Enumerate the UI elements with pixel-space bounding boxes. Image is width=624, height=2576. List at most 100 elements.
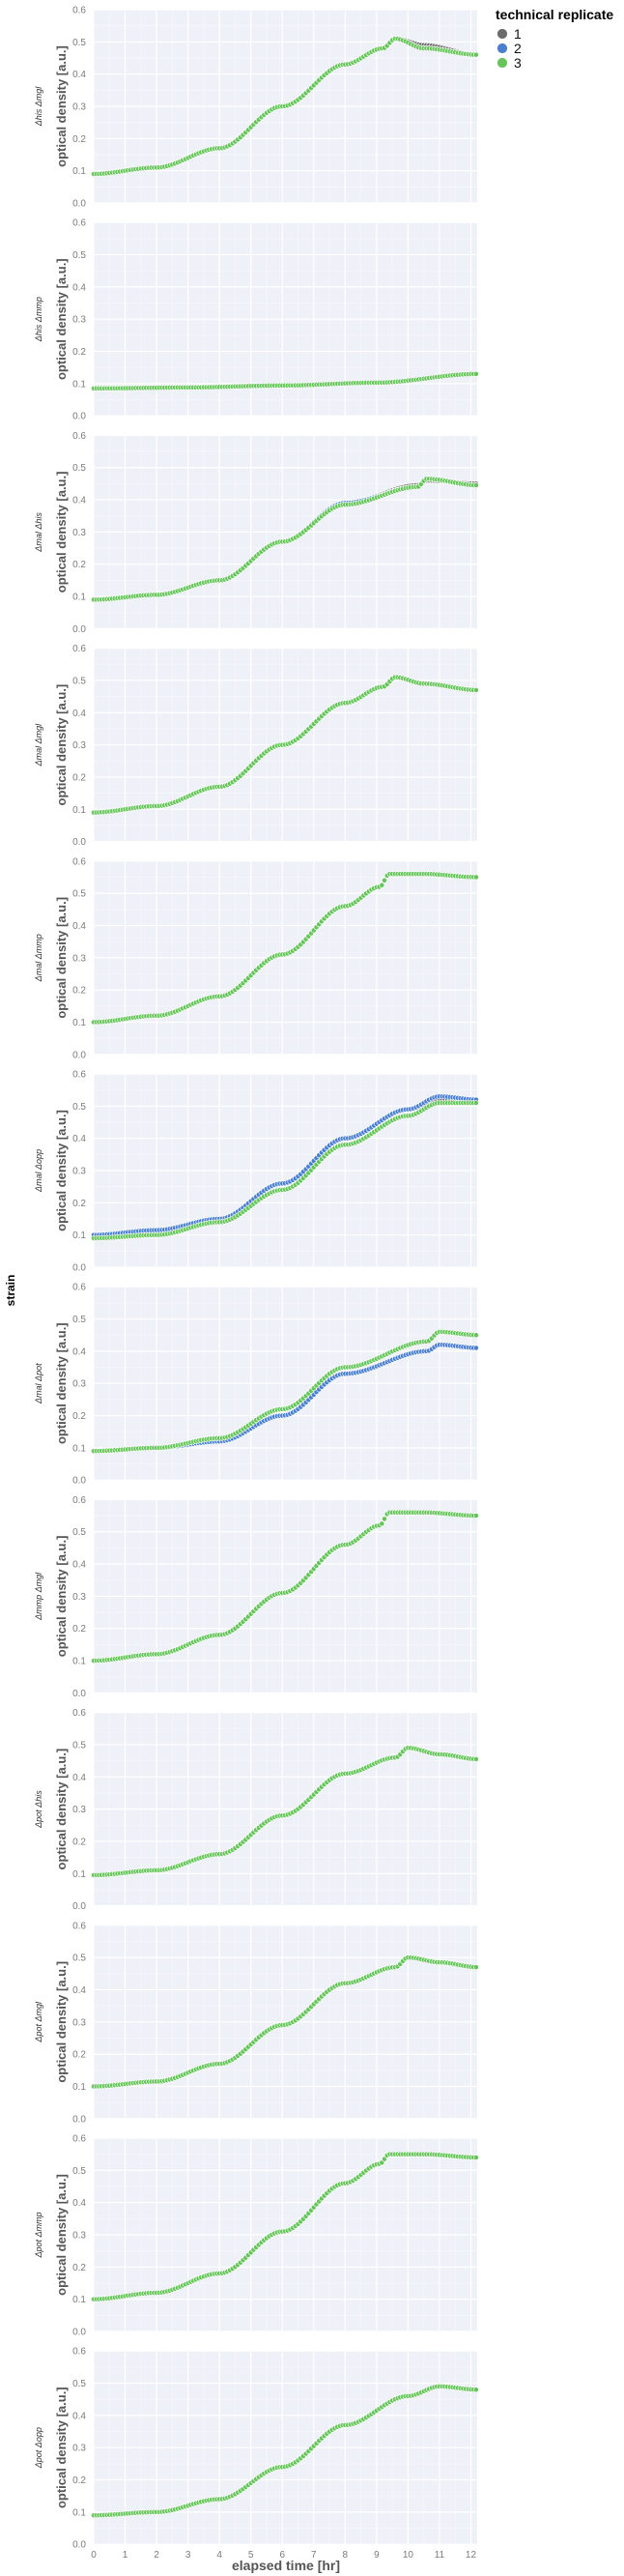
y-tick-label: 0.5 xyxy=(72,2166,86,2177)
y-tick-label: 0.2 xyxy=(72,1624,86,1635)
y-tick-label: 0.5 xyxy=(72,1527,86,1538)
y-tick-label: 0.5 xyxy=(72,250,86,261)
y-tick-label: 0.2 xyxy=(72,986,86,997)
facet-row-label: Δhis Δmmp xyxy=(34,297,43,342)
y-tick-label: 0.6 xyxy=(72,1921,86,1931)
y-tick-label: 0.6 xyxy=(72,1070,86,1081)
facet-row-label: Δpot Δmgl xyxy=(34,2001,43,2043)
y-tick-label: 0.4 xyxy=(72,1985,86,1996)
y-tick-label: 0.6 xyxy=(72,431,86,442)
y-tick-label: 0.2 xyxy=(72,134,86,145)
y-axis-label: optical density [a.u.] xyxy=(54,1749,69,1870)
facet-row-label: Δmal Δopp xyxy=(34,1149,43,1193)
data-point xyxy=(379,1520,385,1527)
y-tick-label: 0.2 xyxy=(72,1411,86,1422)
y-tick-label: 0.1 xyxy=(72,2295,86,2305)
y-tick-label: 0.4 xyxy=(72,496,86,507)
y-axis-label: optical density [a.u.] xyxy=(54,45,69,167)
y-tick-label: 0.0 xyxy=(72,199,86,210)
y-tick-label: 0.4 xyxy=(72,921,86,932)
y-tick-label: 0.3 xyxy=(72,1379,86,1390)
y-tick-label: 0.2 xyxy=(72,1199,86,1209)
y-tick-label: 0.0 xyxy=(72,624,86,635)
data-point xyxy=(473,687,479,693)
y-tick-label: 0.6 xyxy=(72,6,86,16)
y-tick-label: 0.1 xyxy=(72,1018,86,1028)
y-axis-label: optical density [a.u.] xyxy=(54,1322,69,1444)
y-tick-label: 0.5 xyxy=(72,1315,86,1325)
y-tick-label: 0.3 xyxy=(72,2017,86,2028)
y-tick-label: 0.1 xyxy=(72,1443,86,1454)
data-point xyxy=(473,1513,479,1519)
y-tick-label: 0.0 xyxy=(72,1476,86,1487)
y-tick-label: 0.3 xyxy=(72,740,86,751)
facet-row-label: Δpot Δmmp xyxy=(34,2212,43,2258)
y-tick-label: 0.1 xyxy=(72,379,86,390)
y-tick-label: 0.2 xyxy=(72,1837,86,1847)
y-tick-label: 0.6 xyxy=(72,1495,86,1506)
y-tick-label: 0.5 xyxy=(72,463,86,474)
data-point xyxy=(473,1100,479,1106)
y-tick-label: 0.0 xyxy=(72,2114,86,2125)
y-axis-label: optical density [a.u.] xyxy=(54,258,69,380)
y-axis-label: optical density [a.u.] xyxy=(54,1110,69,1231)
y-axis-label: optical density [a.u.] xyxy=(54,1961,69,2083)
y-tick-label: 0.1 xyxy=(72,2082,86,2093)
data-point xyxy=(473,1756,479,1762)
data-point xyxy=(473,482,479,488)
y-tick-label: 0.1 xyxy=(72,1657,86,1667)
y-tick-label: 0.6 xyxy=(72,1283,86,1293)
series-3 xyxy=(91,36,479,177)
y-tick-label: 0.6 xyxy=(72,856,86,867)
facet-row-label: Δmal Δpot xyxy=(34,1363,43,1404)
y-tick-label: 0.6 xyxy=(72,2134,86,2145)
data-point xyxy=(473,874,479,881)
facet-row-label: Δmal Δhis xyxy=(34,512,43,553)
y-tick-label: 0.5 xyxy=(72,889,86,900)
y-tick-label: 0.3 xyxy=(72,953,86,964)
data-point xyxy=(473,1964,479,1971)
y-tick-label: 0.4 xyxy=(72,1560,86,1571)
y-axis-label: optical density [a.u.] xyxy=(54,1536,69,1658)
y-tick-label: 0.6 xyxy=(72,1708,86,1719)
y-tick-label: 0.3 xyxy=(72,102,86,113)
y-tick-label: 0.2 xyxy=(72,772,86,783)
facet-row-label: Δhis Δmgl xyxy=(34,86,43,128)
y-tick-label: 0.1 xyxy=(72,805,86,816)
y-tick-label: 0.5 xyxy=(72,1954,86,1964)
y-tick-label: 0.3 xyxy=(72,528,86,538)
y-tick-label: 0.5 xyxy=(72,676,86,686)
y-tick-label: 0.0 xyxy=(72,1901,86,1912)
y-axis-label: optical density [a.u.] xyxy=(54,897,69,1019)
y-tick-label: 0.1 xyxy=(72,593,86,603)
y-tick-label: 0.3 xyxy=(72,1805,86,1815)
y-tick-label: 0.2 xyxy=(72,560,86,570)
series-3 xyxy=(91,370,479,391)
y-tick-label: 0.3 xyxy=(72,1592,86,1603)
y-tick-label: 0.6 xyxy=(72,644,86,654)
y-tick-label: 0.5 xyxy=(72,38,86,48)
data-point xyxy=(473,1345,479,1351)
y-tick-label: 0.0 xyxy=(72,1689,86,1699)
y-tick-label: 0.3 xyxy=(72,315,86,326)
y-tick-label: 0.4 xyxy=(72,709,86,719)
y-tick-label: 0.3 xyxy=(72,1167,86,1177)
y-tick-label: 0.6 xyxy=(72,218,86,229)
y-tick-label: 0.1 xyxy=(72,1230,86,1241)
facet-row-label: Δmal Δmgl xyxy=(34,723,43,767)
y-tick-label: 0.0 xyxy=(72,2328,86,2338)
y-axis-label: optical density [a.u.] xyxy=(54,2174,69,2296)
y-tick-label: 0.0 xyxy=(72,412,86,422)
facet-row-label: Δpot Δhis xyxy=(34,1790,43,1829)
y-tick-label: 0.1 xyxy=(72,166,86,177)
y-tick-label: 0.5 xyxy=(72,1102,86,1113)
